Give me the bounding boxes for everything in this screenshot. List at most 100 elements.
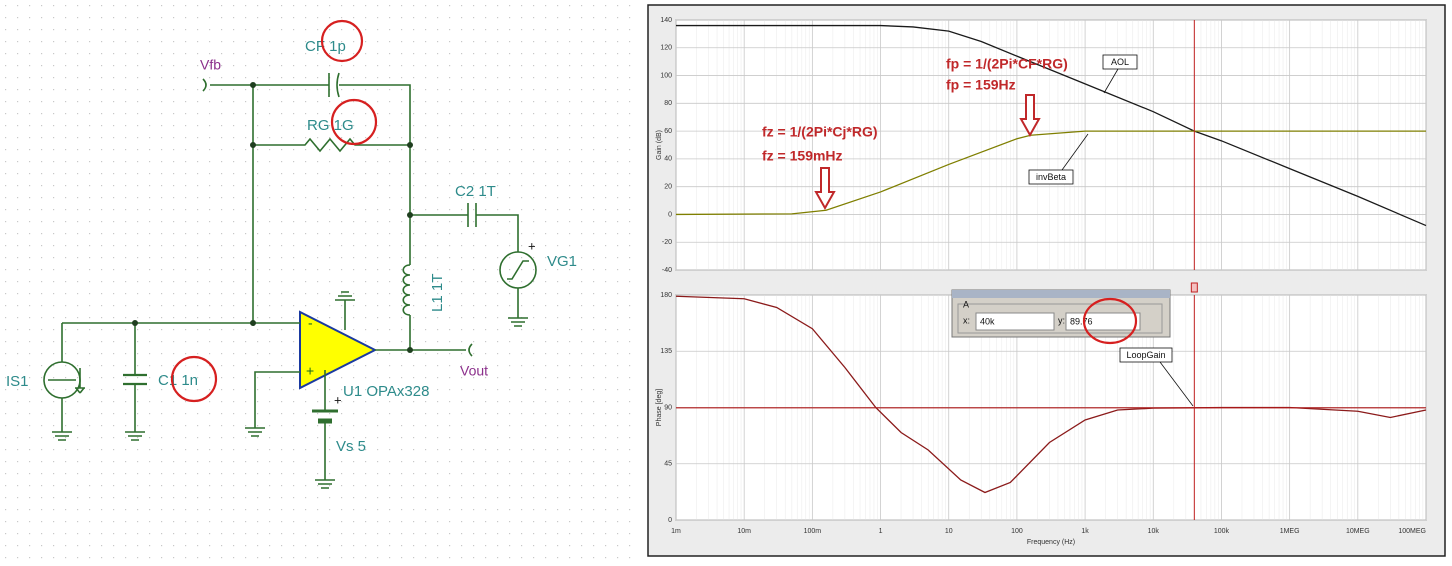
component-label: U1 OPAx328 (343, 383, 429, 400)
cursor-titlebar (952, 290, 1170, 298)
legend-pointer (1103, 68, 1119, 94)
x-tick-label: 1k (1081, 528, 1089, 535)
cursor-x-label: x: (963, 315, 970, 325)
y-tick-label: 45 (664, 461, 672, 468)
x-tick-label: 100m (804, 528, 822, 535)
x-tick-label: 100MEG (1398, 528, 1426, 535)
y-tick-label: -40 (662, 267, 672, 274)
schematic-part (210, 84, 411, 350)
schematic-part (499, 251, 537, 289)
x-tick-label: 10MEG (1346, 528, 1370, 535)
arrow (814, 167, 836, 211)
schematic-part (467, 203, 477, 227)
schematic-part (132, 82, 413, 353)
schematic-part (245, 322, 300, 437)
arrow (1019, 94, 1041, 138)
schematic-part (410, 214, 519, 318)
schematic-part (315, 370, 335, 489)
schematic-part (468, 343, 473, 357)
schematic-part-part (320, 19, 364, 63)
y-tick-label: 60 (664, 128, 672, 135)
annotation: fz = 159mHz (762, 148, 843, 164)
schematic-part-part (407, 347, 413, 353)
schematic-part-part (250, 320, 256, 326)
legend-label: invBeta (1036, 172, 1066, 182)
schematic-part (328, 72, 340, 98)
y-tick-label: 100 (660, 72, 672, 79)
y-axis-title: Phase [deg] (656, 389, 663, 426)
x-tick-label: 1MEG (1280, 528, 1300, 535)
y-tick-label: 120 (660, 45, 672, 52)
component-label: C2 1T (455, 183, 496, 200)
y-tick-label: 90 (664, 404, 672, 411)
schematic-part (335, 291, 355, 330)
x-tick-label: 10 (945, 528, 953, 535)
x-tick-label: 1 (879, 528, 883, 535)
legend-box (1028, 169, 1074, 185)
component-label: RG 1G (307, 117, 354, 134)
schematic-part (170, 19, 378, 403)
net-label: Vout (460, 363, 488, 379)
y-tick-label: 135 (660, 348, 672, 355)
schematic-part (508, 317, 528, 327)
polarity: + (528, 238, 536, 253)
y-tick-label: 80 (664, 100, 672, 107)
cursor-x-value: 40k (980, 316, 995, 326)
schematic-part (123, 373, 147, 386)
cursor-title: A (963, 299, 969, 309)
cursor-y-value: 89.76 (1070, 316, 1093, 326)
component-label: CF 1p (305, 38, 346, 55)
legend-box (1119, 347, 1173, 363)
annotation: fp = 159Hz (946, 77, 1016, 93)
x-tick-label: 10k (1148, 528, 1160, 535)
y-tick-label: 0 (668, 211, 672, 218)
schematic-part: + (306, 363, 314, 379)
y-tick-label: -20 (662, 239, 672, 246)
y-axis-title: Gain (dB) (656, 130, 663, 160)
schematic-part (507, 260, 529, 280)
plot-area (675, 19, 1427, 271)
legend-pointer (1159, 361, 1194, 407)
legend-label: AOL (1111, 57, 1129, 67)
cursor-handle (1190, 282, 1198, 293)
x-tick-label: 10m (737, 528, 751, 535)
series-line (675, 130, 1426, 216)
schematic-part-part (132, 320, 138, 326)
schematic-part (202, 78, 207, 92)
schematic-part-part (250, 142, 256, 148)
schematic-part-part (330, 98, 378, 146)
legend-label: LoopGain (1126, 350, 1165, 360)
cursor-y-label: y: (1058, 315, 1065, 325)
plots: -40 -20 0 20 40 60 80 100 120 140 Gain (dB) AOL invB… (656, 17, 1427, 546)
component-label: Vs 5 (336, 438, 366, 455)
x-tick-label: 1m (671, 528, 681, 535)
cursor-group (957, 303, 1163, 334)
component-label: C1 1n (158, 372, 198, 389)
highlight-circle (1082, 297, 1138, 345)
y-tick-label: 180 (660, 292, 672, 299)
schematic-part (52, 322, 253, 441)
polarity: + (334, 392, 342, 407)
legend-pointer (1061, 133, 1089, 171)
legend-box (1102, 54, 1138, 70)
y-tick-label: 20 (664, 184, 672, 191)
schematic-part-part (407, 212, 413, 218)
schematic-part (48, 368, 85, 394)
annotation: fz = 1/(2Pi*Cj*RG) (762, 124, 878, 140)
schematic-part (125, 323, 145, 441)
schematic-part (402, 264, 411, 316)
schematic-grid (0, 0, 640, 561)
net-label: Vfb (200, 57, 221, 73)
schematic: - + Vfb CF 1p RG 1G C2 1T VG1 + L1 1T U1… (6, 19, 577, 489)
schematic-part-part (170, 355, 218, 403)
component-label: VG1 (547, 253, 577, 270)
component-label: IS1 (6, 373, 29, 390)
schematic-part-part (250, 82, 256, 88)
x-tick-label: 100 (1011, 528, 1023, 535)
x-axis-title: Frequency (Hz) (1027, 539, 1075, 546)
schematic-part: - (308, 315, 313, 331)
y-tick-label: 40 (664, 156, 672, 163)
y-tick-label: 140 (660, 17, 672, 24)
